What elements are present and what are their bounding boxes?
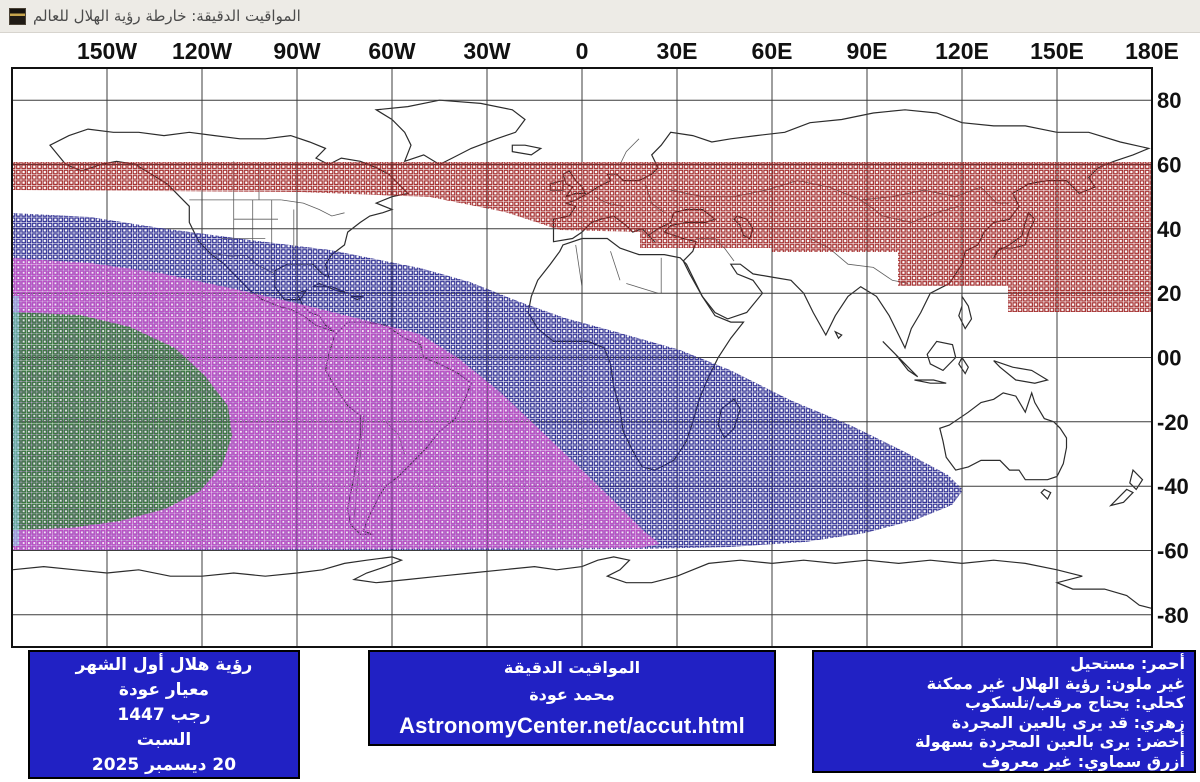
legend-box: أحمر: مستحيل غير ملون: رؤية الهلال غير مم… — [812, 650, 1196, 773]
latitude-label: 80 — [1157, 88, 1181, 113]
longitude-label: 180E — [1125, 38, 1179, 64]
latitude-label: 00 — [1157, 346, 1181, 371]
latitude-label: 60 — [1157, 153, 1181, 178]
longitude-label: 30E — [657, 38, 698, 64]
longitude-label: 150W — [77, 38, 137, 64]
website-url: AstronomyCenter.net/accut.html — [399, 713, 745, 738]
legend-line: أخضر: يرى بالعين المجردة بسهولة — [915, 732, 1185, 751]
date-box-line: السبت — [136, 730, 192, 750]
app-icon — [9, 7, 26, 25]
credit-box: المواقيت الدقيقة محمد عودة AstronomyCente… — [368, 650, 776, 746]
date-box-line: رؤية هلال أول الشهر — [75, 655, 253, 675]
latitude-label: -40 — [1157, 474, 1189, 499]
date-criterion-box: رؤية هلال أول الشهر معيار عودة رجب 1447 الس… — [28, 650, 300, 779]
longitude-label: 60E — [752, 38, 793, 64]
latitude-label: 20 — [1157, 281, 1181, 306]
date-box-line: معيار عودة — [118, 680, 210, 700]
legend-line: أزرق سماوي: غير معروف — [981, 751, 1185, 771]
credit-box-line: محمد عودة — [529, 685, 615, 704]
legend-line: غير ملون: رؤية الهلال غير ممكنة — [926, 673, 1185, 693]
longitude-label: 0 — [576, 38, 589, 64]
longitude-label: 60W — [368, 38, 416, 64]
longitude-label: 30W — [463, 38, 511, 64]
credit-box-line: المواقيت الدقيقة — [503, 658, 641, 677]
latitude-label: 40 — [1157, 217, 1181, 242]
window-title: المواقيت الدقيقة: خارطة رؤية الهلال للعا… — [33, 7, 301, 25]
date-box-line: 20 ديسمبر 2025 — [91, 755, 237, 775]
region-unknown-strip — [13, 296, 19, 546]
date-box-line: رجب 1447 — [117, 705, 211, 725]
longitude-label: 150E — [1030, 38, 1084, 64]
latitude-label: -20 — [1157, 410, 1189, 435]
map-frame — [11, 67, 1153, 648]
longitude-label: 90E — [847, 38, 888, 64]
title-bar: المواقيت الدقيقة: خارطة رؤية الهلال للعا… — [0, 0, 1200, 33]
region-easy-naked-eye — [12, 312, 232, 530]
longitude-label: 120W — [172, 38, 232, 64]
legend-line: أحمر: مستحيل — [1070, 654, 1185, 673]
legend-line: كحلي: يحتاج مرقب/تلسكوب — [964, 693, 1185, 712]
longitude-label: 90W — [273, 38, 321, 64]
longitude-label: 120E — [935, 38, 989, 64]
legend-line: زهري: قد يرى بالعين المجردة — [951, 712, 1185, 732]
region-impossible — [12, 162, 1152, 312]
latitude-label: -80 — [1157, 603, 1189, 628]
latitude-label: -60 — [1157, 539, 1189, 564]
